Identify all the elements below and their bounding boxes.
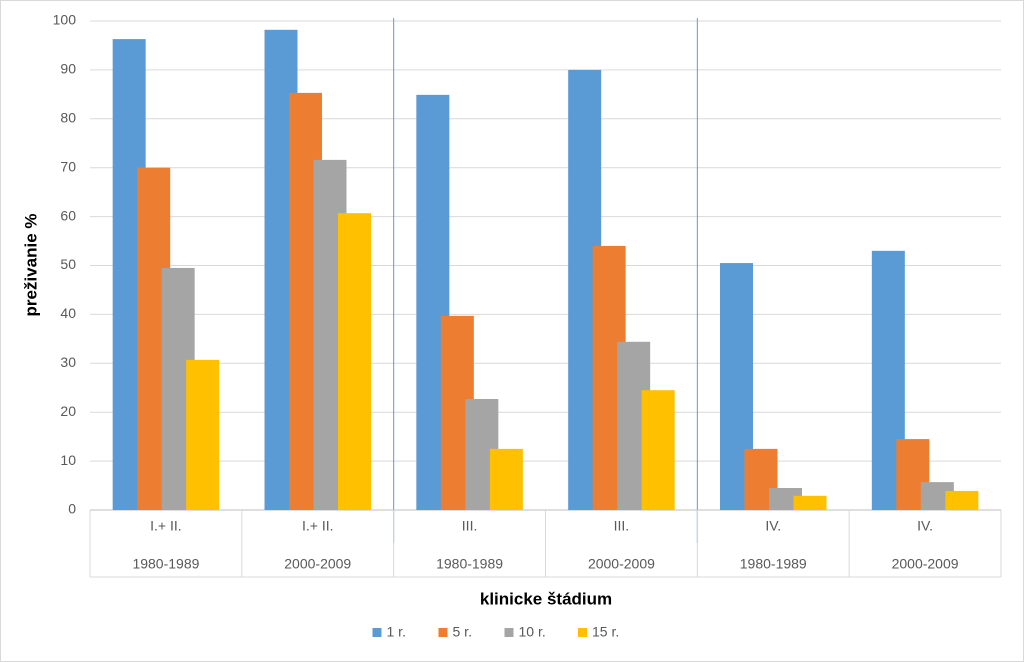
y-tick-label: 80 (60, 110, 76, 126)
y-tick-label: 90 (60, 61, 76, 77)
bar (641, 390, 675, 510)
y-tick-label: 20 (60, 403, 76, 419)
legend-label: 10 r. (519, 624, 546, 640)
y-tick-label: 100 (53, 12, 77, 28)
bar (489, 448, 523, 510)
y-tick-label: 40 (60, 305, 76, 321)
y-tick-label: 30 (60, 354, 76, 370)
x-axis-title: klinicke štádium (480, 589, 612, 608)
legend-swatch (504, 628, 514, 637)
x-tick-label: III. (614, 518, 630, 534)
y-tick-label: 60 (60, 207, 76, 223)
legend-swatch (578, 628, 587, 637)
legend-label: 1 r. (387, 624, 406, 640)
x-tick-label: I.+ II. (150, 518, 182, 534)
x-tick-label: IV. (765, 518, 781, 534)
legend-swatch (438, 628, 448, 637)
bar (186, 359, 220, 510)
x-tick-label: III. (462, 518, 478, 534)
x-tick-label: IV. (917, 518, 933, 534)
bar (793, 495, 827, 510)
legend-swatch (372, 628, 382, 637)
bar (338, 213, 371, 510)
y-tick-label: 10 (60, 452, 76, 468)
y-tick-label: 0 (68, 501, 76, 517)
legend-label: 15 r. (592, 624, 619, 640)
x-tick-label: 1980-1989 (132, 556, 199, 572)
x-tick-label: 2000-2009 (284, 556, 351, 572)
bar (945, 490, 979, 510)
y-tick-label: 50 (60, 256, 76, 272)
x-tick-label: 1980-1989 (740, 556, 807, 572)
legend-label: 5 r. (453, 624, 472, 640)
y-axis-title: preživanie % (21, 214, 40, 317)
x-tick-label: I.+ II. (302, 518, 334, 534)
y-tick-label: 70 (60, 158, 76, 174)
x-tick-label: 1980-1989 (436, 556, 503, 572)
x-tick-label: 2000-2009 (588, 556, 655, 572)
x-tick-label: 2000-2009 (892, 556, 959, 572)
